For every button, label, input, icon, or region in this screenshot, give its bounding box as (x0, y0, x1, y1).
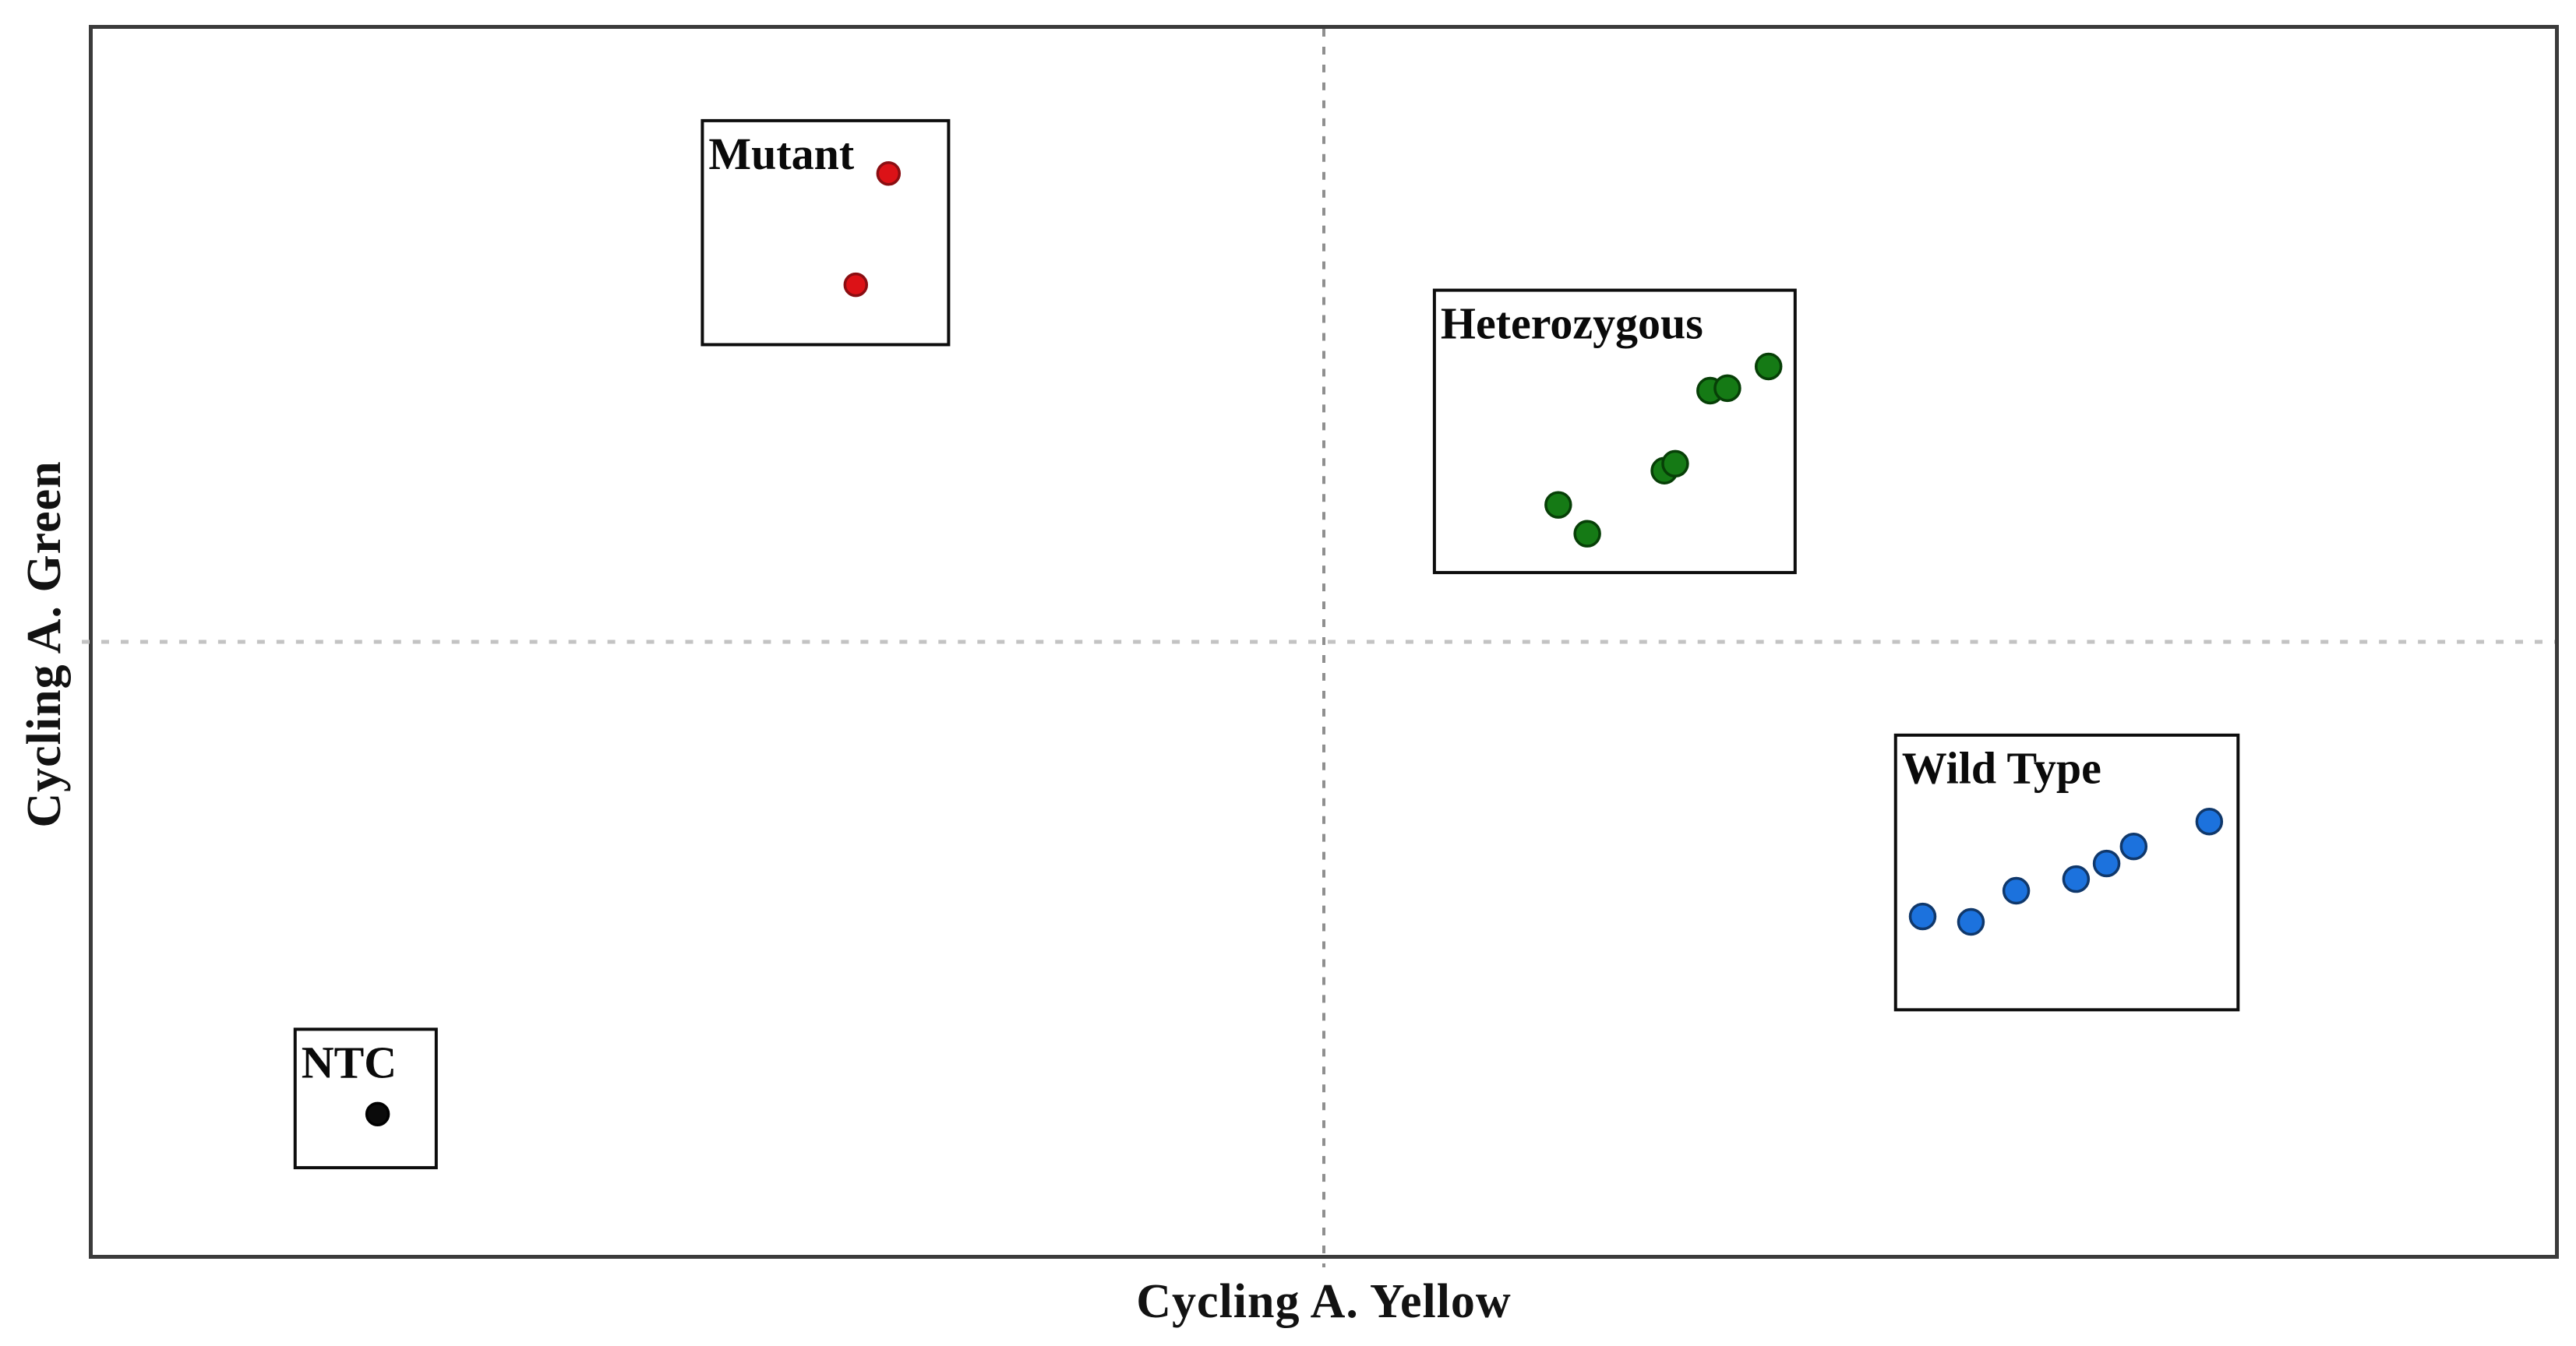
cluster-box-mutant (700, 118, 951, 347)
cluster-box-heterozygous (1432, 288, 1797, 575)
plot-area: Mutant Heterozygous Wild Type NTC (82, 25, 2559, 1267)
cluster-label-wild-type: Wild Type (1902, 743, 2101, 794)
data-point-ntc (365, 1101, 390, 1127)
data-point-wild-type (2002, 876, 2031, 905)
data-point-heterozygous (1573, 520, 1601, 548)
data-point-heterozygous (1544, 491, 1572, 519)
data-point-wild-type (2119, 832, 2148, 861)
data-point-mutant (876, 161, 902, 186)
data-point-wild-type (2195, 808, 2224, 836)
cluster-label-ntc: NTC (302, 1037, 397, 1087)
data-point-wild-type (1957, 907, 1985, 936)
cluster-box-ntc (293, 1027, 438, 1170)
data-point-wild-type (2062, 865, 2091, 893)
data-point-heterozygous (1754, 352, 1783, 381)
data-point-heterozygous (1713, 374, 1741, 403)
cluster-label-heterozygous: Heterozygous (1441, 298, 1703, 349)
cluster-label-mutant: Mutant (708, 129, 854, 179)
y-axis-label: Cycling A. Green (18, 460, 71, 828)
data-point-mutant (843, 272, 869, 298)
scatter-chart: Mutant Heterozygous Wild Type NTC (82, 29, 2555, 1267)
data-point-heterozygous (1661, 449, 1689, 478)
x-axis-label: Cycling A. Yellow (1136, 1275, 1512, 1328)
data-point-wild-type (2092, 849, 2121, 878)
data-point-wild-type (1908, 902, 1937, 931)
cluster-box-wild-type (1893, 733, 2240, 1012)
